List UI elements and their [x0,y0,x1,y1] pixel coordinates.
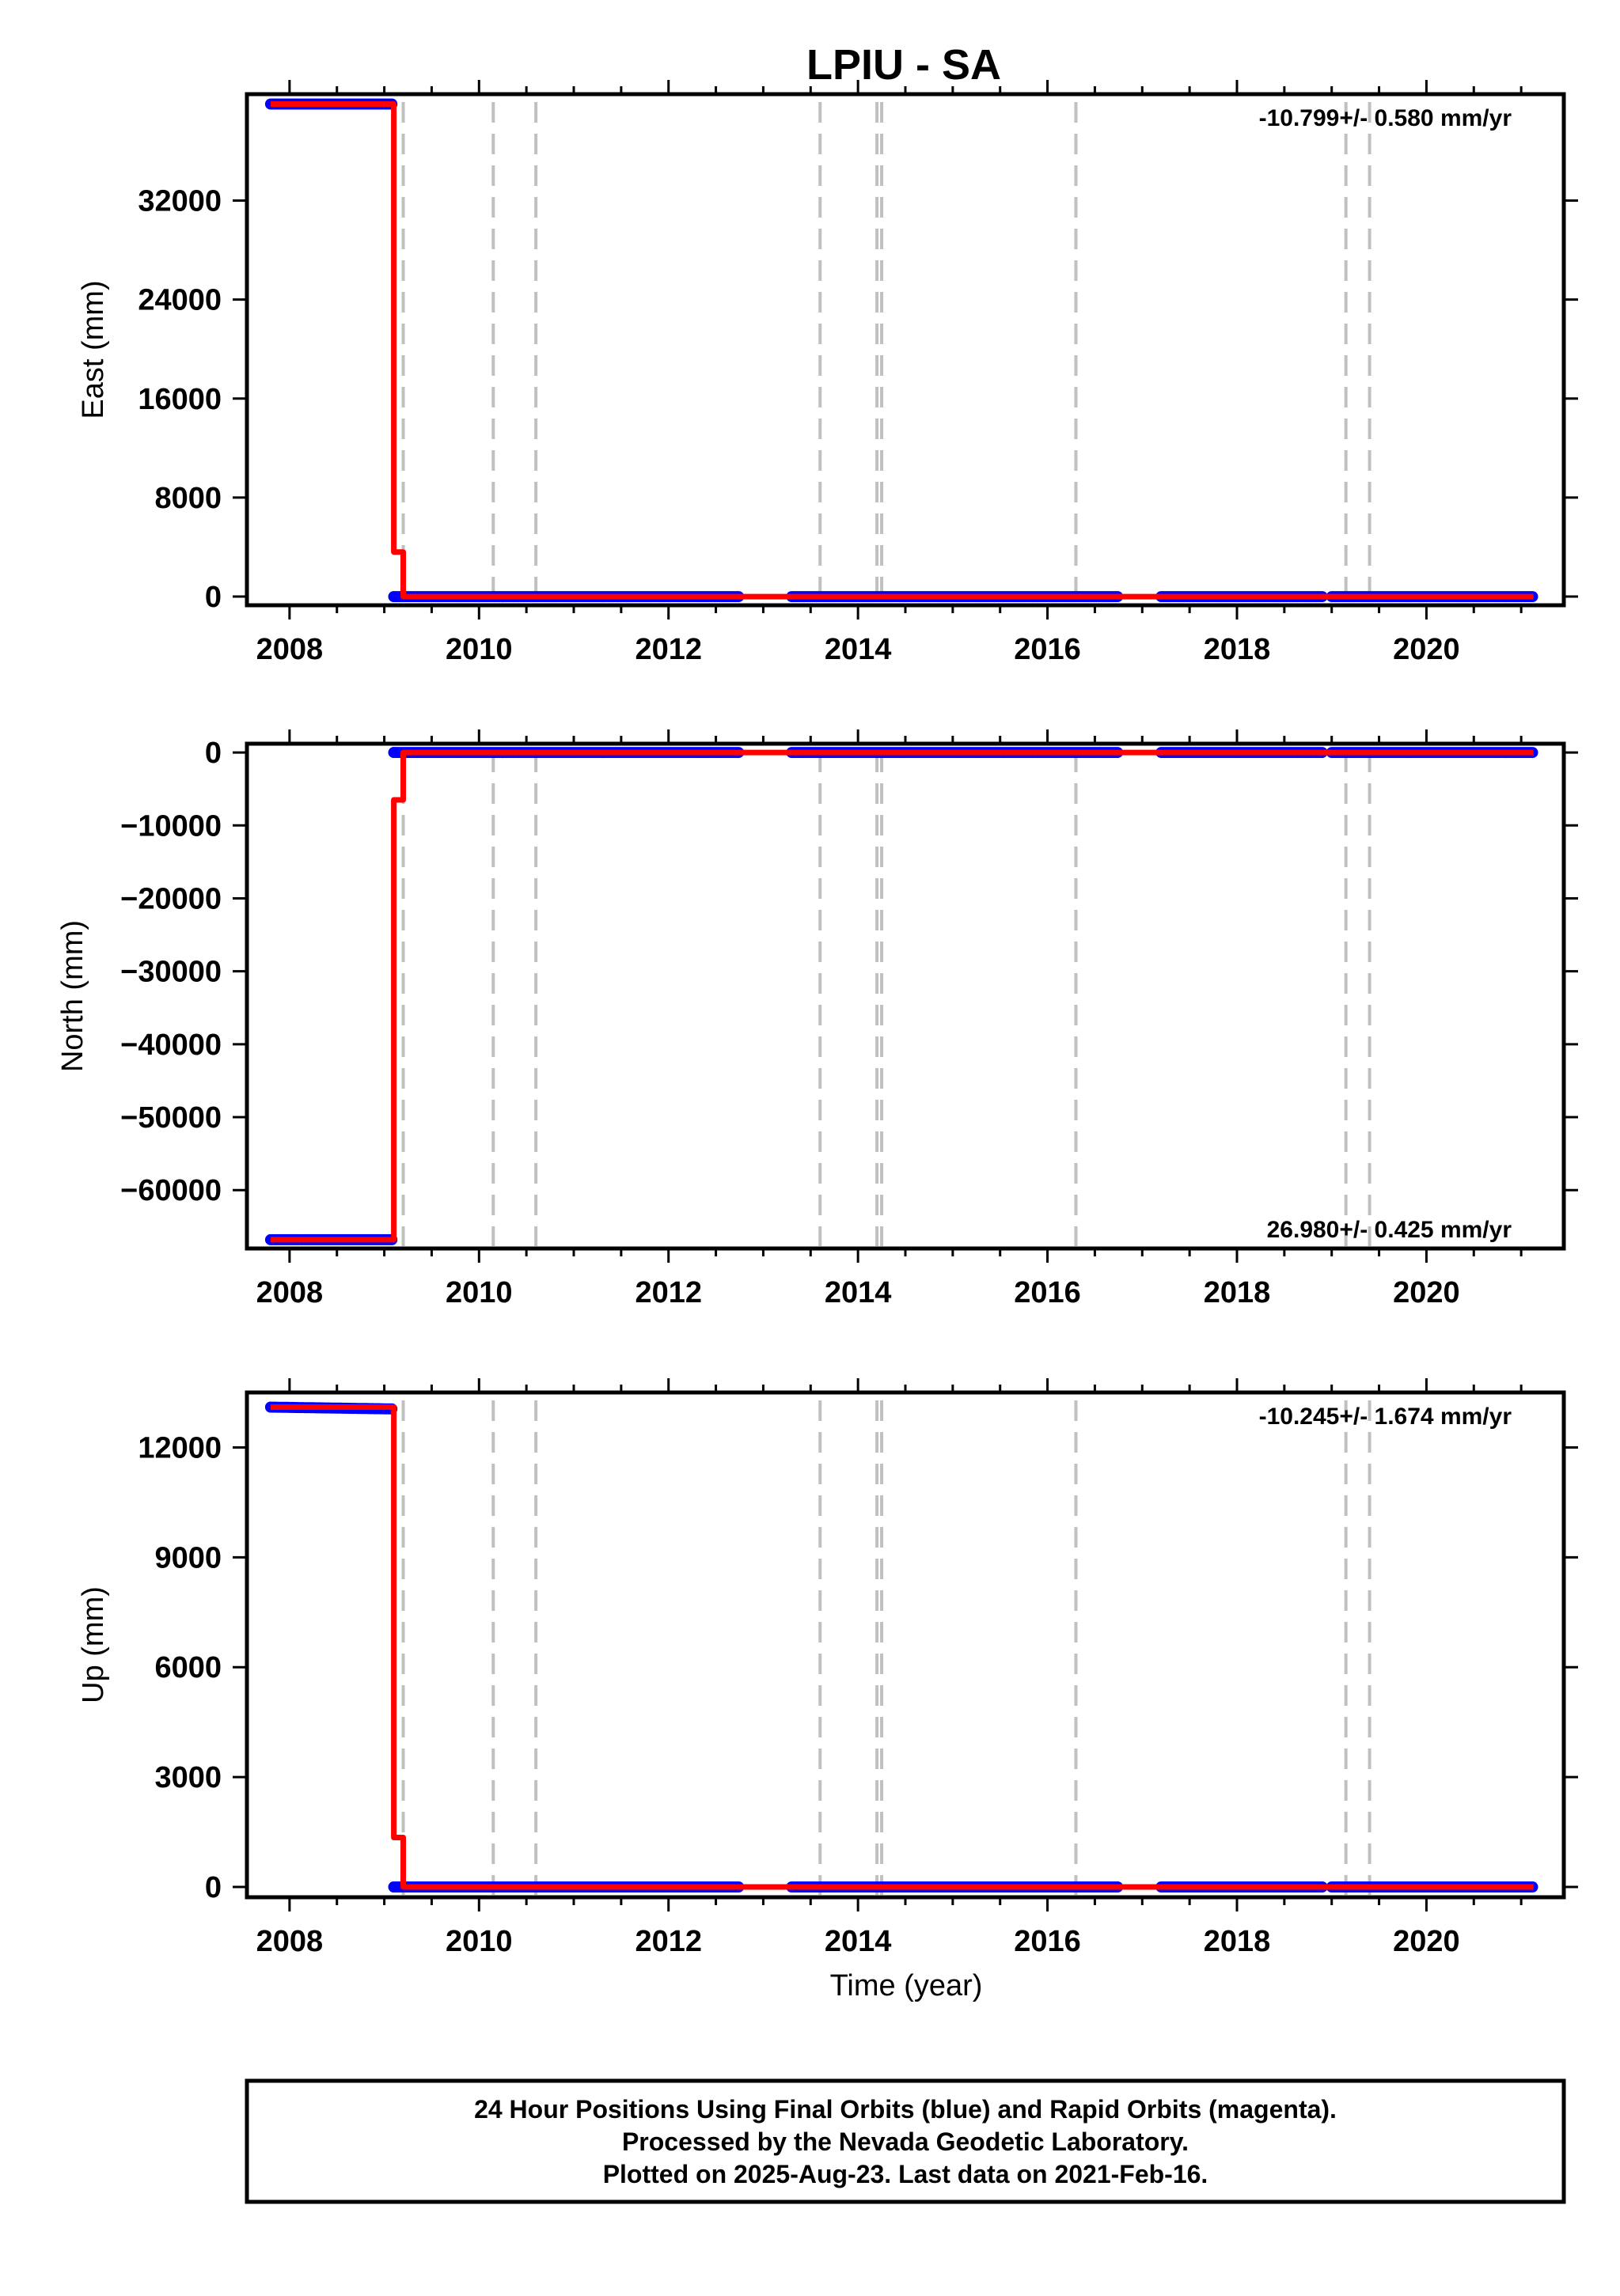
rate-label: 26.980+/- 0.425 mm/yr [1267,1217,1512,1243]
plot-frame [245,92,1566,608]
x-tick-label: 2012 [635,633,702,666]
y-tick-label: 6000 [154,1651,222,1684]
y-tick-label: −10000 [120,809,222,843]
footer-line-3: Plotted on 2025-Aug-23. Last data on 202… [603,2160,1208,2188]
y-tick-label: −30000 [120,956,222,989]
x-tick-label: 2016 [1014,633,1081,666]
plot-frame [245,741,1566,1251]
x-tick-label: 2014 [825,1925,892,1958]
y-tick-label: 0 [205,737,222,770]
x-tick-label: 2014 [825,633,892,666]
up-panel: 2008 2010 2012 2014 2016 2018 2020 0 3000 6000 900… [77,1378,1578,1958]
y-tick-label: 9000 [154,1541,222,1574]
x-tick-label: 2016 [1014,1276,1081,1309]
model-trace [270,101,1534,600]
y-tick-label: −50000 [120,1101,222,1135]
y-tick-label: 12000 [138,1431,222,1464]
footer-line-2: Processed by the Nevada Geodetic Laborat… [622,2127,1189,2156]
x-tick-label: 2008 [256,1276,324,1309]
rate-label: -10.245+/- 1.674 mm/yr [1259,1404,1512,1430]
x-tick-label: 2010 [446,1925,513,1958]
plot-frame [245,1390,1566,1900]
x-tick-label: 2008 [256,633,324,666]
y-tick-label: 3000 [154,1761,222,1794]
x-tick-label: 2012 [635,1925,702,1958]
x-tick-label: 2014 [825,1276,892,1309]
y-tick-label: 16000 [138,383,222,416]
y-axis-label: North (mm) [56,920,89,1072]
x-tick-label: 2016 [1014,1925,1081,1958]
y-tick-label: −40000 [120,1029,222,1062]
y-axis-label: Up (mm) [77,1586,110,1703]
x-tick-label: 2010 [446,1276,513,1309]
x-tick-label: 2018 [1204,1925,1271,1958]
y-tick-label: −60000 [120,1174,222,1207]
y-tick-label: 32000 [138,185,222,218]
chart-title: LPIU - SA [806,41,1001,89]
x-tick-label: 2018 [1204,633,1271,666]
rate-label: -10.799+/- 0.580 mm/yr [1259,105,1512,131]
footer-box [245,2078,1566,2204]
x-tick-label: 2020 [1393,633,1460,666]
east-panel: 2008 2010 2012 2014 2016 2018 2020 0 8000 16000 24… [77,80,1578,666]
y-tick-label: −20000 [120,882,222,915]
y-tick-label: 0 [205,1871,222,1904]
x-tick-label: 2008 [256,1925,324,1958]
x-tick-label: 2010 [446,633,513,666]
y-tick-label: 8000 [154,482,222,515]
x-tick-label: 2012 [635,1276,702,1309]
north-panel: 2008 2010 2012 2014 2016 2018 2020 0 −10000 −2000… [56,729,1578,1309]
x-tick-label: 2020 [1393,1925,1460,1958]
x-axis-label: Time (year) [830,1969,983,2002]
y-tick-label: 24000 [138,284,222,317]
y-tick-label: 0 [205,581,222,614]
x-tick-label: 2020 [1393,1276,1460,1309]
model-trace [270,749,1534,1243]
model-trace [270,1404,1534,1890]
x-tick-label: 2018 [1204,1276,1271,1309]
y-axis-label: East (mm) [77,280,110,419]
footer-line-1: 24 Hour Positions Using Final Orbits (bl… [474,2095,1337,2124]
